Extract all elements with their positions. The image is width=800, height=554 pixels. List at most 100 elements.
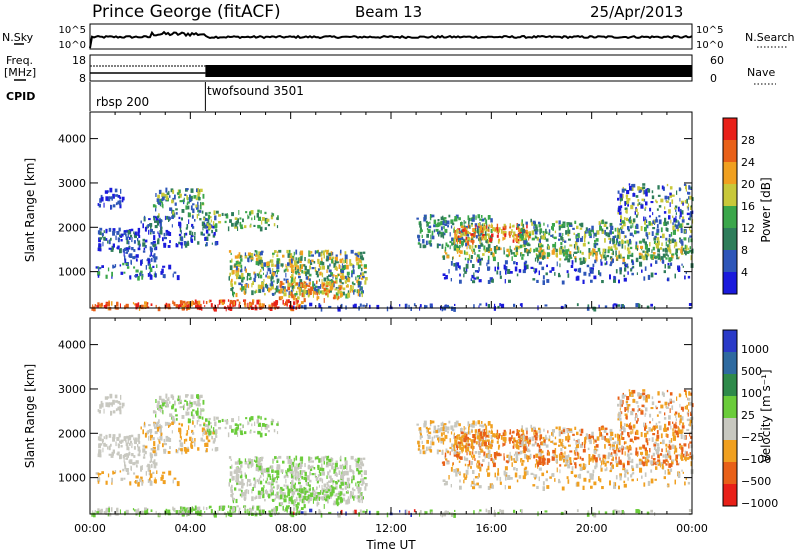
power-cell — [523, 262, 527, 266]
power-cell — [323, 255, 325, 259]
power-cell — [137, 275, 140, 281]
velocity-cell — [626, 453, 630, 457]
velocity-cell — [323, 461, 325, 465]
velocity-cell — [170, 394, 174, 399]
velocity-cell — [316, 495, 320, 500]
power-cell — [553, 236, 557, 240]
power-cell — [514, 233, 516, 237]
velocity-cell — [169, 413, 173, 417]
power-cell — [505, 254, 509, 257]
power-cell — [160, 219, 162, 223]
velocity-cell — [112, 434, 116, 439]
power-cell — [134, 231, 137, 236]
power-cell — [175, 304, 179, 308]
power-cell — [324, 249, 327, 253]
power-cell — [351, 288, 354, 293]
velocity-cell — [178, 422, 181, 426]
velocity-cell — [161, 425, 163, 429]
power-cell — [481, 218, 485, 222]
power-cell — [545, 228, 547, 234]
velocity-cell — [541, 455, 545, 459]
velocity-cell — [150, 432, 152, 435]
power-cell — [136, 273, 139, 277]
power-cell — [457, 239, 460, 243]
velocity-cell — [192, 414, 195, 419]
power-cell — [486, 240, 488, 244]
power-cell — [352, 304, 355, 308]
power-cell — [624, 235, 627, 238]
power-cell — [459, 244, 461, 248]
velocity-cell — [299, 474, 302, 478]
velocity-cell — [301, 475, 304, 480]
power-cell — [619, 211, 622, 215]
power-cell — [119, 264, 122, 267]
velocity-cell — [261, 465, 263, 470]
velocity-cell — [320, 490, 322, 495]
velocity-cell — [498, 444, 501, 448]
power-cell — [481, 224, 483, 227]
power-cell — [175, 243, 177, 247]
velocity-cell — [475, 441, 478, 445]
velocity-cell — [251, 423, 253, 427]
power-cell — [546, 279, 550, 283]
velocity-cell — [247, 458, 251, 462]
power-cell — [652, 252, 656, 255]
power-cell — [209, 222, 211, 226]
power-cell — [668, 197, 670, 201]
power-cell — [567, 258, 571, 263]
power-cell — [129, 275, 132, 280]
power-cell — [297, 268, 299, 273]
power-cell — [623, 235, 626, 238]
velocity-cell — [105, 402, 109, 407]
velocity-cell — [559, 455, 562, 461]
power-cell — [630, 224, 632, 229]
power-cell — [250, 257, 252, 263]
power-cell — [479, 225, 482, 231]
power-cell — [647, 250, 649, 256]
power-cell — [244, 284, 247, 288]
power-cell — [288, 295, 291, 298]
velocity-cell — [284, 474, 287, 478]
velocity-cell — [454, 422, 458, 425]
power-cell — [108, 301, 110, 307]
power-cell — [530, 218, 532, 223]
velocity-cell — [454, 436, 458, 439]
velocity-cell — [144, 451, 147, 455]
power-cell — [124, 305, 126, 310]
velocity-cell — [327, 455, 330, 458]
power-cell — [332, 274, 334, 279]
velocity-cell — [271, 509, 273, 512]
velocity-cell — [130, 434, 134, 438]
power-cell — [632, 218, 636, 223]
power-cell — [422, 244, 426, 249]
velocity-cell — [624, 451, 626, 456]
velocity-cell — [152, 410, 156, 414]
power-cell — [570, 265, 574, 268]
velocity-cell — [140, 476, 143, 480]
power-cell — [642, 186, 646, 190]
power-cell — [522, 244, 525, 247]
velocity-cell — [429, 449, 432, 452]
velocity-cell — [193, 401, 197, 405]
power-cell — [632, 183, 636, 188]
velocity-cell — [190, 394, 194, 399]
power-cell — [667, 239, 669, 243]
power-cell — [426, 221, 429, 227]
power-cell — [357, 291, 360, 297]
velocity-cell — [574, 451, 576, 456]
velocity-cell — [664, 453, 668, 459]
velocity-cell — [250, 463, 252, 469]
power-cell — [293, 305, 295, 309]
power-cell — [171, 199, 174, 204]
power-cell — [273, 280, 275, 283]
power-cell — [532, 220, 536, 224]
velocity-cell — [278, 455, 282, 459]
velocity-cell — [243, 496, 246, 501]
power-cell — [99, 198, 102, 203]
power-cell — [630, 268, 633, 272]
power-cell — [451, 237, 454, 242]
power-cell — [97, 271, 101, 276]
power-cell — [543, 233, 545, 238]
power-cell — [169, 207, 173, 211]
power-cell — [166, 215, 169, 220]
